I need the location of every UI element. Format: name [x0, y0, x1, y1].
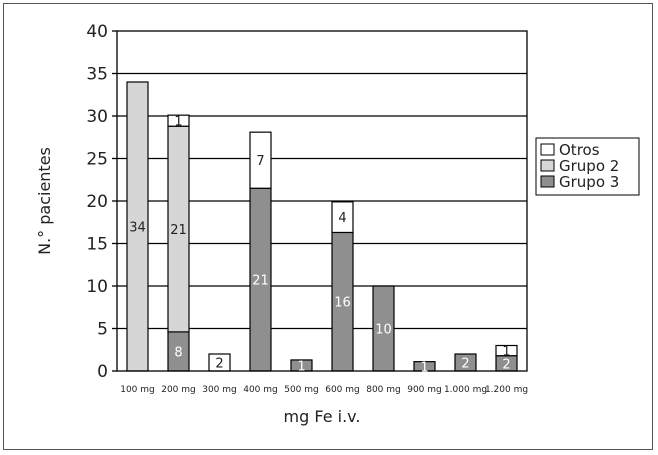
bar-segment	[167, 114, 190, 127]
bar-data-label: 8	[174, 345, 182, 360]
bar-data-label: 4	[338, 211, 346, 226]
x-tick-label: 500 mg	[284, 385, 319, 395]
bar-data-label: 34	[129, 221, 146, 236]
y-tick-label: 10	[86, 277, 108, 297]
x-tick-label: 400 mg	[243, 385, 278, 395]
bar-segment	[495, 344, 518, 357]
bar-segment	[331, 201, 354, 234]
y-tick-label: 40	[86, 22, 108, 42]
x-tick-label: 800 mg	[366, 385, 401, 395]
bar-data-label: 2	[502, 357, 510, 372]
bar-data-label: 1	[174, 115, 182, 130]
y-tick-label: 5	[97, 320, 108, 340]
y-tick-label: 20	[86, 192, 108, 212]
bar-data-label: 7	[256, 154, 264, 169]
bar-data-label: 10	[375, 323, 392, 338]
legend-swatch	[540, 159, 555, 172]
bar-data-label: 16	[334, 296, 351, 311]
bar-data-label: 1	[297, 359, 305, 374]
legend-swatch	[540, 143, 555, 156]
x-tick-label: 1.000 mg	[444, 385, 487, 395]
x-tick-label: 200 mg	[161, 385, 196, 395]
chart-frame	[3, 3, 653, 450]
x-tick-label: 1.200 mg	[485, 385, 528, 395]
bar-data-label: 2	[461, 357, 469, 372]
y-axis-label: N.° pacientes	[35, 147, 54, 255]
y-tick-label: 25	[86, 150, 108, 170]
x-axis-label: mg Fe i.v.	[284, 407, 361, 426]
y-tick-label: 35	[86, 65, 108, 85]
legend-swatch	[540, 175, 555, 188]
y-tick-label: 15	[86, 235, 108, 255]
legend-label: Grupo 3	[559, 173, 619, 191]
bar-data-label: 1	[420, 360, 428, 375]
legend-label: Otros	[559, 141, 600, 159]
x-tick-label: 100 mg	[120, 385, 155, 395]
bar-data-label: 1	[502, 345, 510, 360]
bar-data-label: 2	[215, 357, 223, 372]
y-tick-label: 0	[97, 362, 108, 382]
x-tick-label: 600 mg	[325, 385, 360, 395]
legend-label: Grupo 2	[559, 157, 619, 175]
x-tick-label: 300 mg	[202, 385, 237, 395]
bar-data-label: 21	[252, 274, 269, 289]
bar-segment	[249, 131, 272, 189]
bar-data-label: 21	[170, 223, 187, 238]
x-tick-label: 900 mg	[407, 385, 442, 395]
y-tick-label: 30	[86, 107, 108, 127]
